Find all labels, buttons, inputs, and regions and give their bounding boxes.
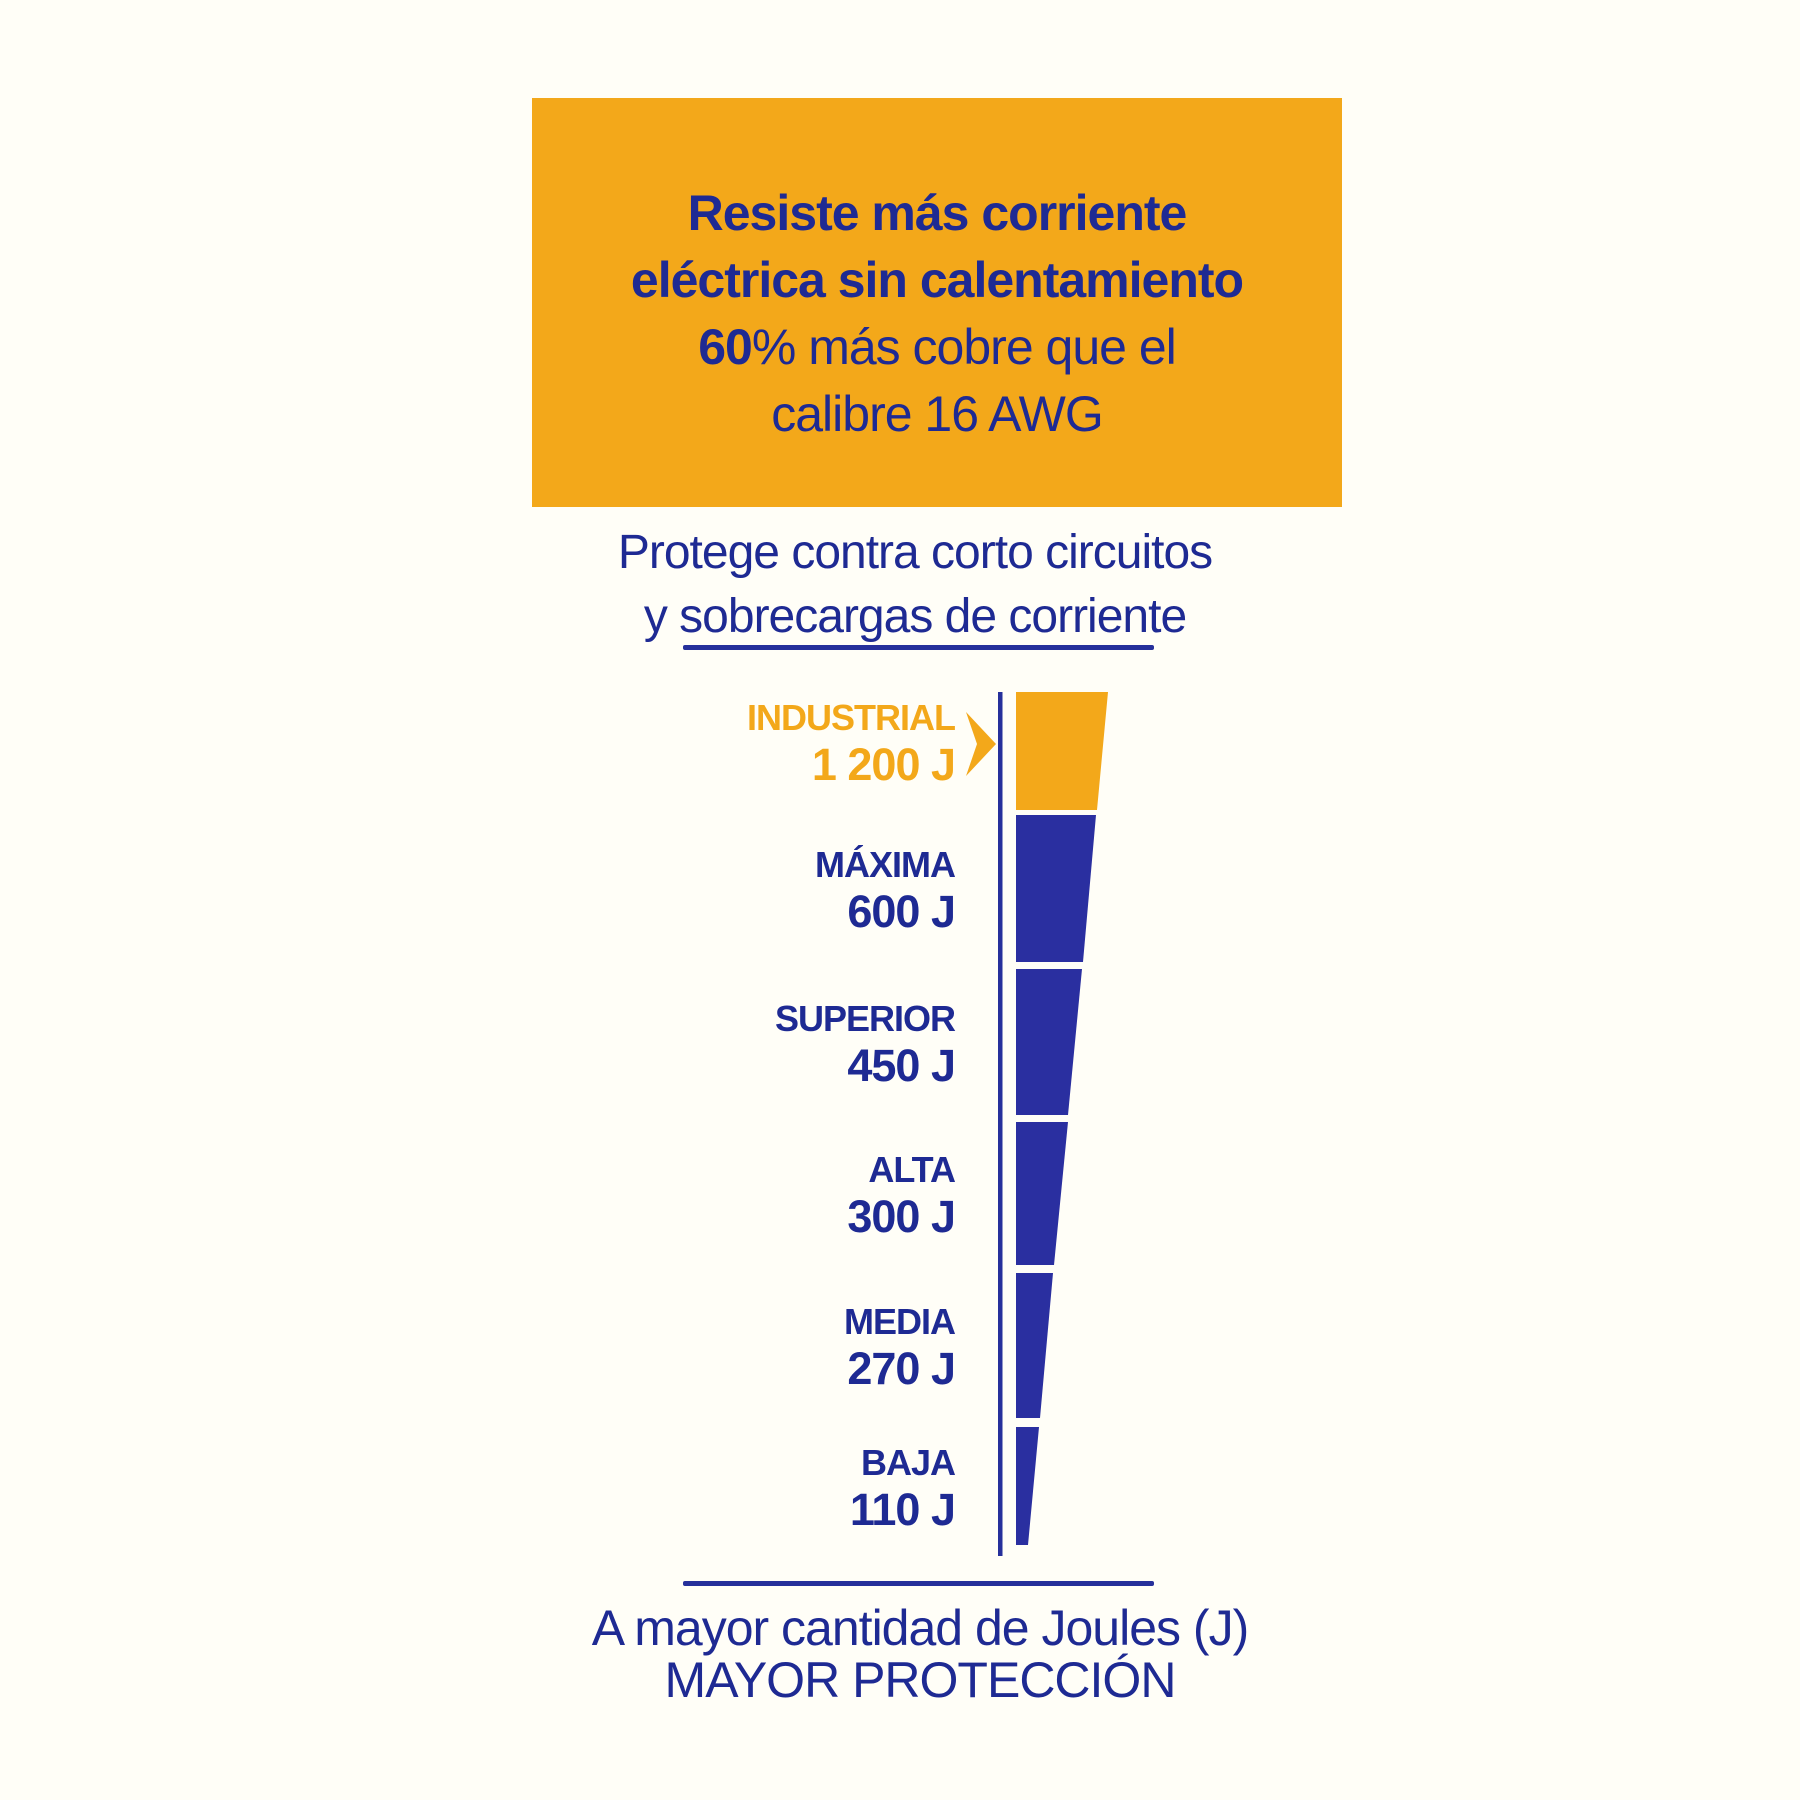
level-joules: 1 200 J bbox=[811, 739, 956, 790]
chart-title-line-2: y sobrecargas de corriente bbox=[643, 590, 1187, 643]
level-joules: 110 J bbox=[849, 1484, 956, 1535]
level-joules: 270 J bbox=[847, 1343, 956, 1394]
level-name: ALTA bbox=[868, 1149, 956, 1190]
level-label-baja: BAJA 110 J bbox=[555, 1441, 956, 1535]
bottom-divider bbox=[683, 1581, 1154, 1586]
promo-box: Resiste más corriente eléctrica sin cale… bbox=[532, 98, 1342, 507]
level-name: SUPERIOR bbox=[774, 998, 956, 1039]
promo-line-4: calibre 16 AWG bbox=[771, 385, 1104, 442]
level-name: MEDIA bbox=[844, 1301, 956, 1342]
funnel-segment-alta bbox=[1016, 1122, 1068, 1265]
level-joules: 300 J bbox=[847, 1191, 956, 1242]
funnel-axis-line bbox=[998, 692, 1003, 1556]
level-name: MÁXIMA bbox=[815, 844, 956, 885]
funnel-segment-media bbox=[1016, 1273, 1053, 1418]
funnel-segment-baja bbox=[1016, 1427, 1039, 1545]
footer-note: A mayor cantidad de Joules (J) MAYOR PRO… bbox=[515, 1602, 1325, 1706]
industrial-arrow-icon bbox=[966, 712, 996, 776]
footer-line-2: MAYOR PROTECCIÓN bbox=[664, 1652, 1177, 1708]
level-label-alta: ALTA 300 J bbox=[555, 1148, 956, 1242]
top-divider bbox=[683, 645, 1154, 650]
level-label-industrial: INDUSTRIAL 1 200 J bbox=[555, 696, 956, 790]
promo-line-2: eléctrica sin calentamiento bbox=[630, 251, 1244, 308]
footer-line-1: A mayor cantidad de Joules (J) bbox=[591, 1600, 1249, 1656]
promo-line-3-rest: % más cobre que el bbox=[751, 318, 1177, 375]
chart-title: Protege contra corto circuitos y sobreca… bbox=[515, 521, 1315, 649]
promo-line-1: Resiste más corriente bbox=[687, 184, 1188, 241]
level-label-maxima: MÁXIMA 600 J bbox=[555, 843, 956, 937]
promo-line-3: 60% más cobre que el bbox=[698, 314, 1177, 381]
level-joules: 600 J bbox=[847, 886, 956, 937]
promo-60-emphasis: 60 bbox=[698, 318, 753, 375]
funnel-segment-industrial bbox=[1016, 692, 1108, 810]
level-joules: 450 J bbox=[847, 1040, 956, 1091]
chart-title-line-1: Protege contra corto circuitos bbox=[617, 526, 1213, 579]
funnel-segment-superior bbox=[1016, 969, 1082, 1115]
level-label-media: MEDIA 270 J bbox=[555, 1300, 956, 1394]
level-name: BAJA bbox=[860, 1442, 956, 1483]
funnel-segment-maxima bbox=[1016, 815, 1096, 962]
level-name: INDUSTRIAL bbox=[747, 697, 956, 738]
level-label-superior: SUPERIOR 450 J bbox=[555, 997, 956, 1091]
